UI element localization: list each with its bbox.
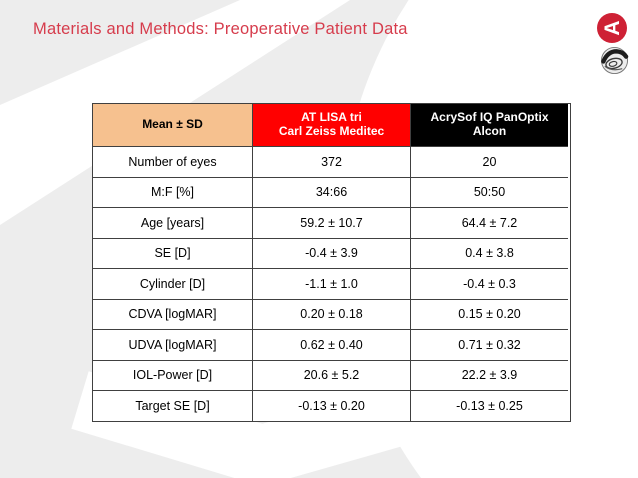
- lisa-value: -1.1 ± 1.0: [253, 269, 411, 300]
- panoptix-value: 20: [411, 147, 568, 178]
- header-panoptix-line2: Alcon: [472, 124, 507, 138]
- panoptix-value: 64.4 ± 7.2: [411, 208, 568, 239]
- row-label: CDVA [logMAR]: [93, 299, 253, 330]
- preoperative-data-table: Mean ± SD AT LISA tri Carl Zeiss Meditec…: [92, 103, 571, 422]
- table-row-target-se: Target SE [D] -0.13 ± 0.20 -0.13 ± 0.25: [93, 391, 570, 421]
- table-row-se: SE [D] -0.4 ± 3.9 0.4 ± 3.8: [93, 238, 570, 269]
- lisa-value: 0.62 ± 0.40: [253, 330, 411, 361]
- row-label: SE [D]: [93, 238, 253, 269]
- lisa-value: 0.20 ± 0.18: [253, 299, 411, 330]
- header-at-lisa-tri: AT LISA tri Carl Zeiss Meditec: [253, 104, 411, 147]
- table-header-row: Mean ± SD AT LISA tri Carl Zeiss Meditec…: [93, 104, 570, 147]
- panoptix-value: -0.4 ± 0.3: [411, 269, 568, 300]
- row-label: Age [years]: [93, 208, 253, 239]
- row-label: IOL-Power [D]: [93, 360, 253, 391]
- row-label: Number of eyes: [93, 147, 253, 178]
- panoptix-value: 0.71 ± 0.32: [411, 330, 568, 361]
- lisa-value: 34:66: [253, 177, 411, 208]
- header-panoptix-line1: AcrySof IQ PanOptix: [430, 110, 549, 125]
- panoptix-value: 22.2 ± 3.9: [411, 360, 568, 391]
- panoptix-value: 0.15 ± 0.20: [411, 299, 568, 330]
- table-row-number-of-eyes: Number of eyes 372 20: [93, 147, 570, 178]
- lisa-value: 372: [253, 147, 411, 178]
- table-row-cylinder: Cylinder [D] -1.1 ± 1.0 -0.4 ± 0.3: [93, 269, 570, 300]
- lisa-value: 59.2 ± 10.7: [253, 208, 411, 239]
- panoptix-value: -0.13 ± 0.25: [411, 391, 568, 421]
- row-label: Target SE [D]: [93, 391, 253, 421]
- row-label: M:F [%]: [93, 177, 253, 208]
- brand-letter: A: [601, 20, 624, 35]
- table-row-mf-ratio: M:F [%] 34:66 50:50: [93, 177, 570, 208]
- eye-sketch-icon: [600, 46, 629, 75]
- table-row-iol-power: IOL-Power [D] 20.6 ± 5.2 22.2 ± 3.9: [93, 360, 570, 391]
- page-title: Materials and Methods: Preoperative Pati…: [33, 20, 408, 38]
- table-row-age: Age [years] 59.2 ± 10.7 64.4 ± 7.2: [93, 208, 570, 239]
- brand-a-badge-icon: A: [597, 13, 627, 43]
- table-row-udva: UDVA [logMAR] 0.62 ± 0.40 0.71 ± 0.32: [93, 330, 570, 361]
- header-lisa-line1: AT LISA tri: [301, 110, 362, 125]
- row-label: Cylinder [D]: [93, 269, 253, 300]
- header-lisa-line2: Carl Zeiss Meditec: [278, 124, 385, 138]
- lisa-value: 20.6 ± 5.2: [253, 360, 411, 391]
- lisa-value: -0.4 ± 3.9: [253, 238, 411, 269]
- header-mean-sd: Mean ± SD: [93, 104, 253, 147]
- panoptix-value: 50:50: [411, 177, 568, 208]
- header-panoptix: AcrySof IQ PanOptix Alcon: [411, 104, 568, 147]
- row-label: UDVA [logMAR]: [93, 330, 253, 361]
- panoptix-value: 0.4 ± 3.8: [411, 238, 568, 269]
- table-row-cdva: CDVA [logMAR] 0.20 ± 0.18 0.15 ± 0.20: [93, 299, 570, 330]
- lisa-value: -0.13 ± 0.20: [253, 391, 411, 421]
